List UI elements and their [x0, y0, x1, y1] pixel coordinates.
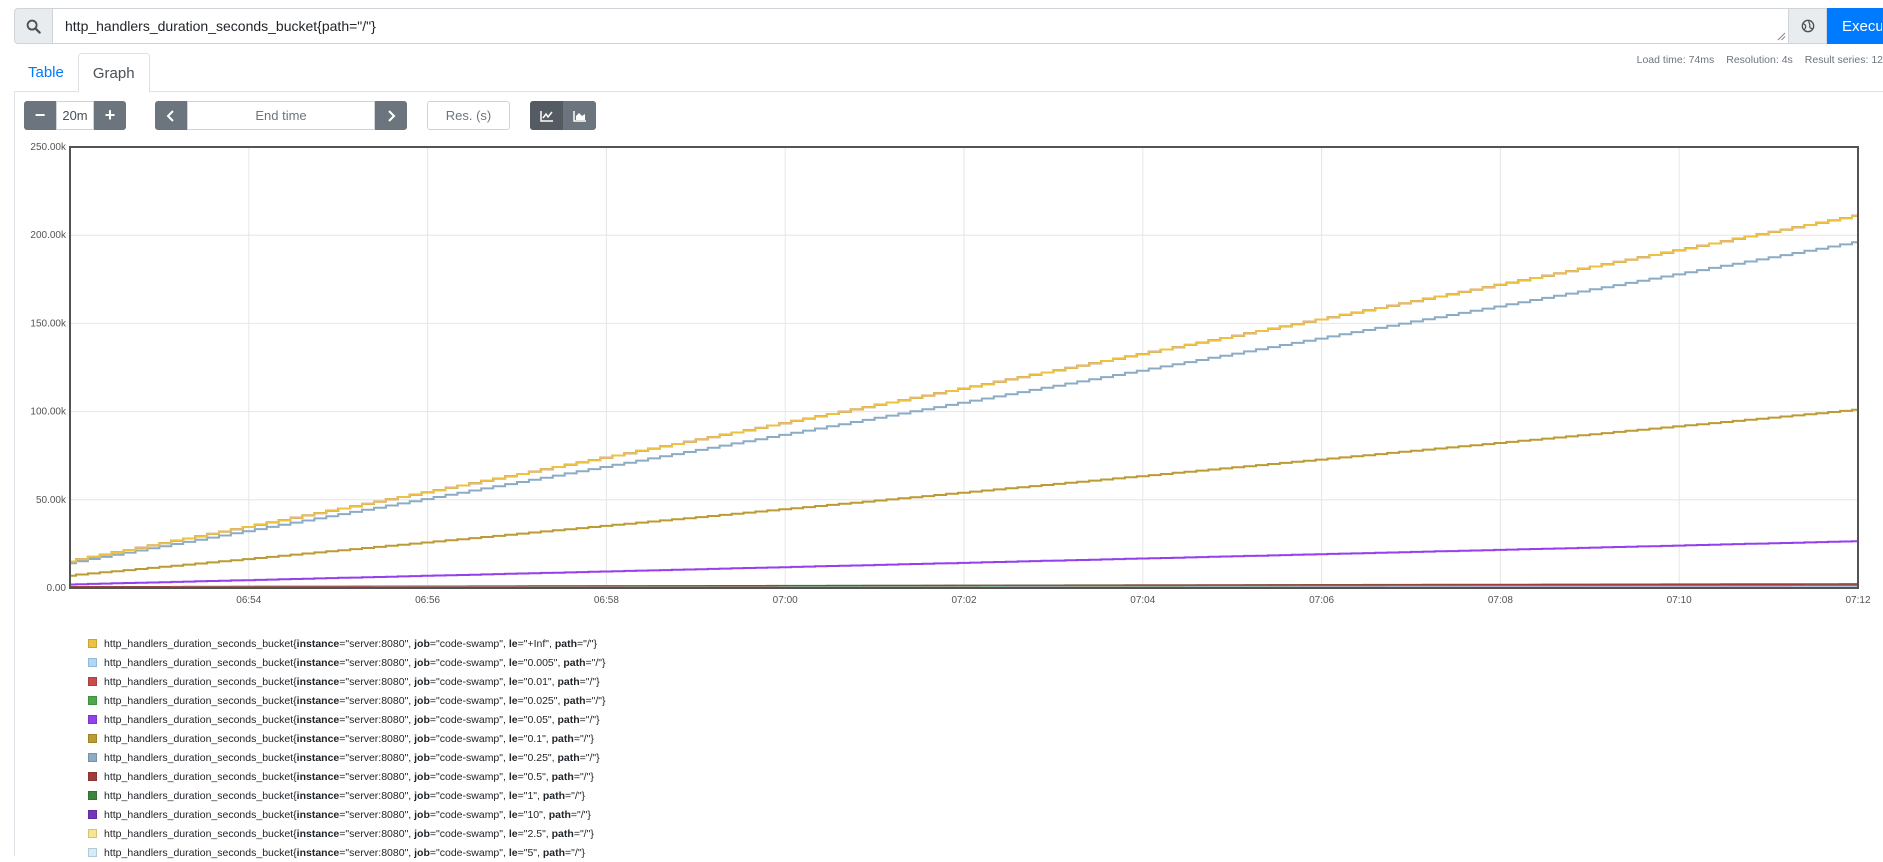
- legend-swatch: [88, 715, 97, 724]
- x-tick-label: 07:04: [1130, 595, 1155, 606]
- y-tick-label: 0.00: [47, 583, 67, 594]
- resize-grip-icon[interactable]: [1777, 32, 1786, 41]
- x-tick-label: 07:08: [1488, 595, 1513, 606]
- legend-item[interactable]: http_handlers_duration_seconds_bucket{in…: [88, 748, 606, 767]
- query-input[interactable]: http_handlers_duration_seconds_bucket{pa…: [52, 8, 1789, 44]
- chevron-right-icon: [388, 109, 396, 122]
- range-controls: − 20m +: [24, 101, 126, 130]
- chart-series: [70, 214, 1858, 589]
- x-tick-label: 07:06: [1309, 595, 1334, 606]
- legend-swatch: [88, 696, 97, 705]
- series-line-le-0_1[interactable]: [70, 408, 1858, 577]
- x-tick-label: 06:56: [415, 595, 440, 606]
- increase-range-button[interactable]: +: [94, 101, 126, 130]
- legend-item[interactable]: http_handlers_duration_seconds_bucket{in…: [88, 843, 606, 862]
- unstacked-button[interactable]: [530, 101, 563, 130]
- legend-label: http_handlers_duration_seconds_bucket{in…: [104, 694, 606, 707]
- line-chart-icon: [539, 110, 553, 122]
- decrease-range-button[interactable]: −: [24, 101, 56, 130]
- legend-item[interactable]: http_handlers_duration_seconds_bucket{in…: [88, 672, 606, 691]
- y-tick-label: 100.00k: [30, 407, 67, 418]
- legend-item[interactable]: http_handlers_duration_seconds_bucket{in…: [88, 634, 606, 653]
- tab-graph[interactable]: Graph: [77, 53, 150, 93]
- query-stats: Load time: 74ms Resolution: 4s Result se…: [1637, 54, 1883, 66]
- y-tick-label: 250.00k: [30, 142, 67, 153]
- query-text: http_handlers_duration_seconds_bucket{pa…: [65, 18, 376, 34]
- legend-item[interactable]: http_handlers_duration_seconds_bucket{in…: [88, 786, 606, 805]
- execute-button[interactable]: Execute: [1827, 8, 1883, 44]
- plot-frame: [69, 146, 1859, 589]
- chevron-left-icon: [166, 109, 174, 122]
- x-tick-label: 07:12: [1845, 595, 1870, 606]
- series-line-le-0_05[interactable]: [70, 540, 1858, 586]
- chart-grid: [70, 146, 1859, 589]
- x-tick-label: 07:02: [951, 595, 976, 606]
- legend-label: http_handlers_duration_seconds_bucket{in…: [104, 846, 586, 859]
- end-time-input[interactable]: End time: [187, 101, 375, 130]
- legend-label: http_handlers_duration_seconds_bucket{in…: [104, 656, 606, 669]
- range-input[interactable]: 20m: [56, 101, 94, 130]
- x-tick-label: 06:58: [594, 595, 619, 606]
- query-bar: http_handlers_duration_seconds_bucket{pa…: [14, 8, 1883, 44]
- y-tick-label: 50.00k: [36, 495, 67, 506]
- tab-bar: Table Graph: [14, 53, 150, 93]
- legend-item[interactable]: http_handlers_duration_seconds_bucket{in…: [88, 824, 606, 843]
- resolution: Resolution: 4s: [1726, 54, 1793, 66]
- series-line-le-_Inf[interactable]: [70, 214, 1858, 563]
- legend-label: http_handlers_duration_seconds_bucket{in…: [104, 751, 600, 764]
- x-tick-label: 07:10: [1667, 595, 1692, 606]
- legend-item[interactable]: http_handlers_duration_seconds_bucket{in…: [88, 710, 606, 729]
- legend-label: http_handlers_duration_seconds_bucket{in…: [104, 827, 594, 840]
- legend-item[interactable]: http_handlers_duration_seconds_bucket{in…: [88, 691, 606, 710]
- legend-swatch: [88, 829, 97, 838]
- legend-swatch: [88, 791, 97, 800]
- area-chart-icon: [572, 110, 586, 122]
- y-tick-label: 200.00k: [30, 230, 67, 241]
- next-time-button[interactable]: [375, 101, 407, 130]
- series-line-le-0_25[interactable]: [70, 241, 1858, 565]
- legend-label: http_handlers_duration_seconds_bucket{in…: [104, 732, 594, 745]
- chart-mode-toggle: [530, 101, 596, 130]
- time-series-chart[interactable]: 0.00 50.00k 100.00k 150.00k 200.00k 250.00k 0…: [0, 138, 1883, 616]
- prev-time-button[interactable]: [155, 101, 187, 130]
- metrics-explorer-button[interactable]: [1789, 8, 1827, 44]
- legend-swatch: [88, 810, 97, 819]
- y-tick-label: 150.00k: [30, 318, 67, 329]
- legend-swatch: [88, 639, 97, 648]
- legend-swatch: [88, 734, 97, 743]
- legend-swatch: [88, 677, 97, 686]
- legend-swatch: [88, 772, 97, 781]
- legend-label: http_handlers_duration_seconds_bucket{in…: [104, 808, 591, 821]
- chart-legend: http_handlers_duration_seconds_bucket{in…: [88, 634, 606, 862]
- legend-item[interactable]: http_handlers_duration_seconds_bucket{in…: [88, 767, 606, 786]
- globe-icon: [1801, 19, 1814, 33]
- y-axis: 0.00 50.00k 100.00k 150.00k 200.00k 250.00k: [30, 142, 67, 594]
- legend-item[interactable]: http_handlers_duration_seconds_bucket{in…: [88, 805, 606, 824]
- legend-label: http_handlers_duration_seconds_bucket{in…: [104, 713, 600, 726]
- legend-item[interactable]: http_handlers_duration_seconds_bucket{in…: [88, 653, 606, 672]
- x-tick-label: 06:54: [236, 595, 261, 606]
- legend-swatch: [88, 658, 97, 667]
- x-axis: 06:54 06:56 06:58 07:00 07:02 07:04 07:06 07:08…: [236, 595, 1871, 606]
- legend-item[interactable]: http_handlers_duration_seconds_bucket{in…: [88, 729, 606, 748]
- search-icon: [14, 8, 52, 44]
- legend-label: http_handlers_duration_seconds_bucket{in…: [104, 675, 600, 688]
- legend-label: http_handlers_duration_seconds_bucket{in…: [104, 770, 594, 783]
- load-time: Load time: 74ms: [1636, 54, 1715, 66]
- result-series: Result series: 12: [1804, 54, 1883, 66]
- resolution-input[interactable]: Res. (s): [427, 101, 510, 130]
- legend-label: http_handlers_duration_seconds_bucket{in…: [104, 637, 598, 650]
- end-time-controls: End time: [155, 101, 407, 130]
- x-tick-label: 07:00: [773, 595, 798, 606]
- legend-swatch: [88, 753, 97, 762]
- stacked-button[interactable]: [563, 101, 596, 130]
- tab-table[interactable]: Table: [28, 64, 64, 81]
- legend-label: http_handlers_duration_seconds_bucket{in…: [104, 789, 586, 802]
- tab-divider: [14, 91, 1883, 92]
- panel-border: [14, 91, 15, 856]
